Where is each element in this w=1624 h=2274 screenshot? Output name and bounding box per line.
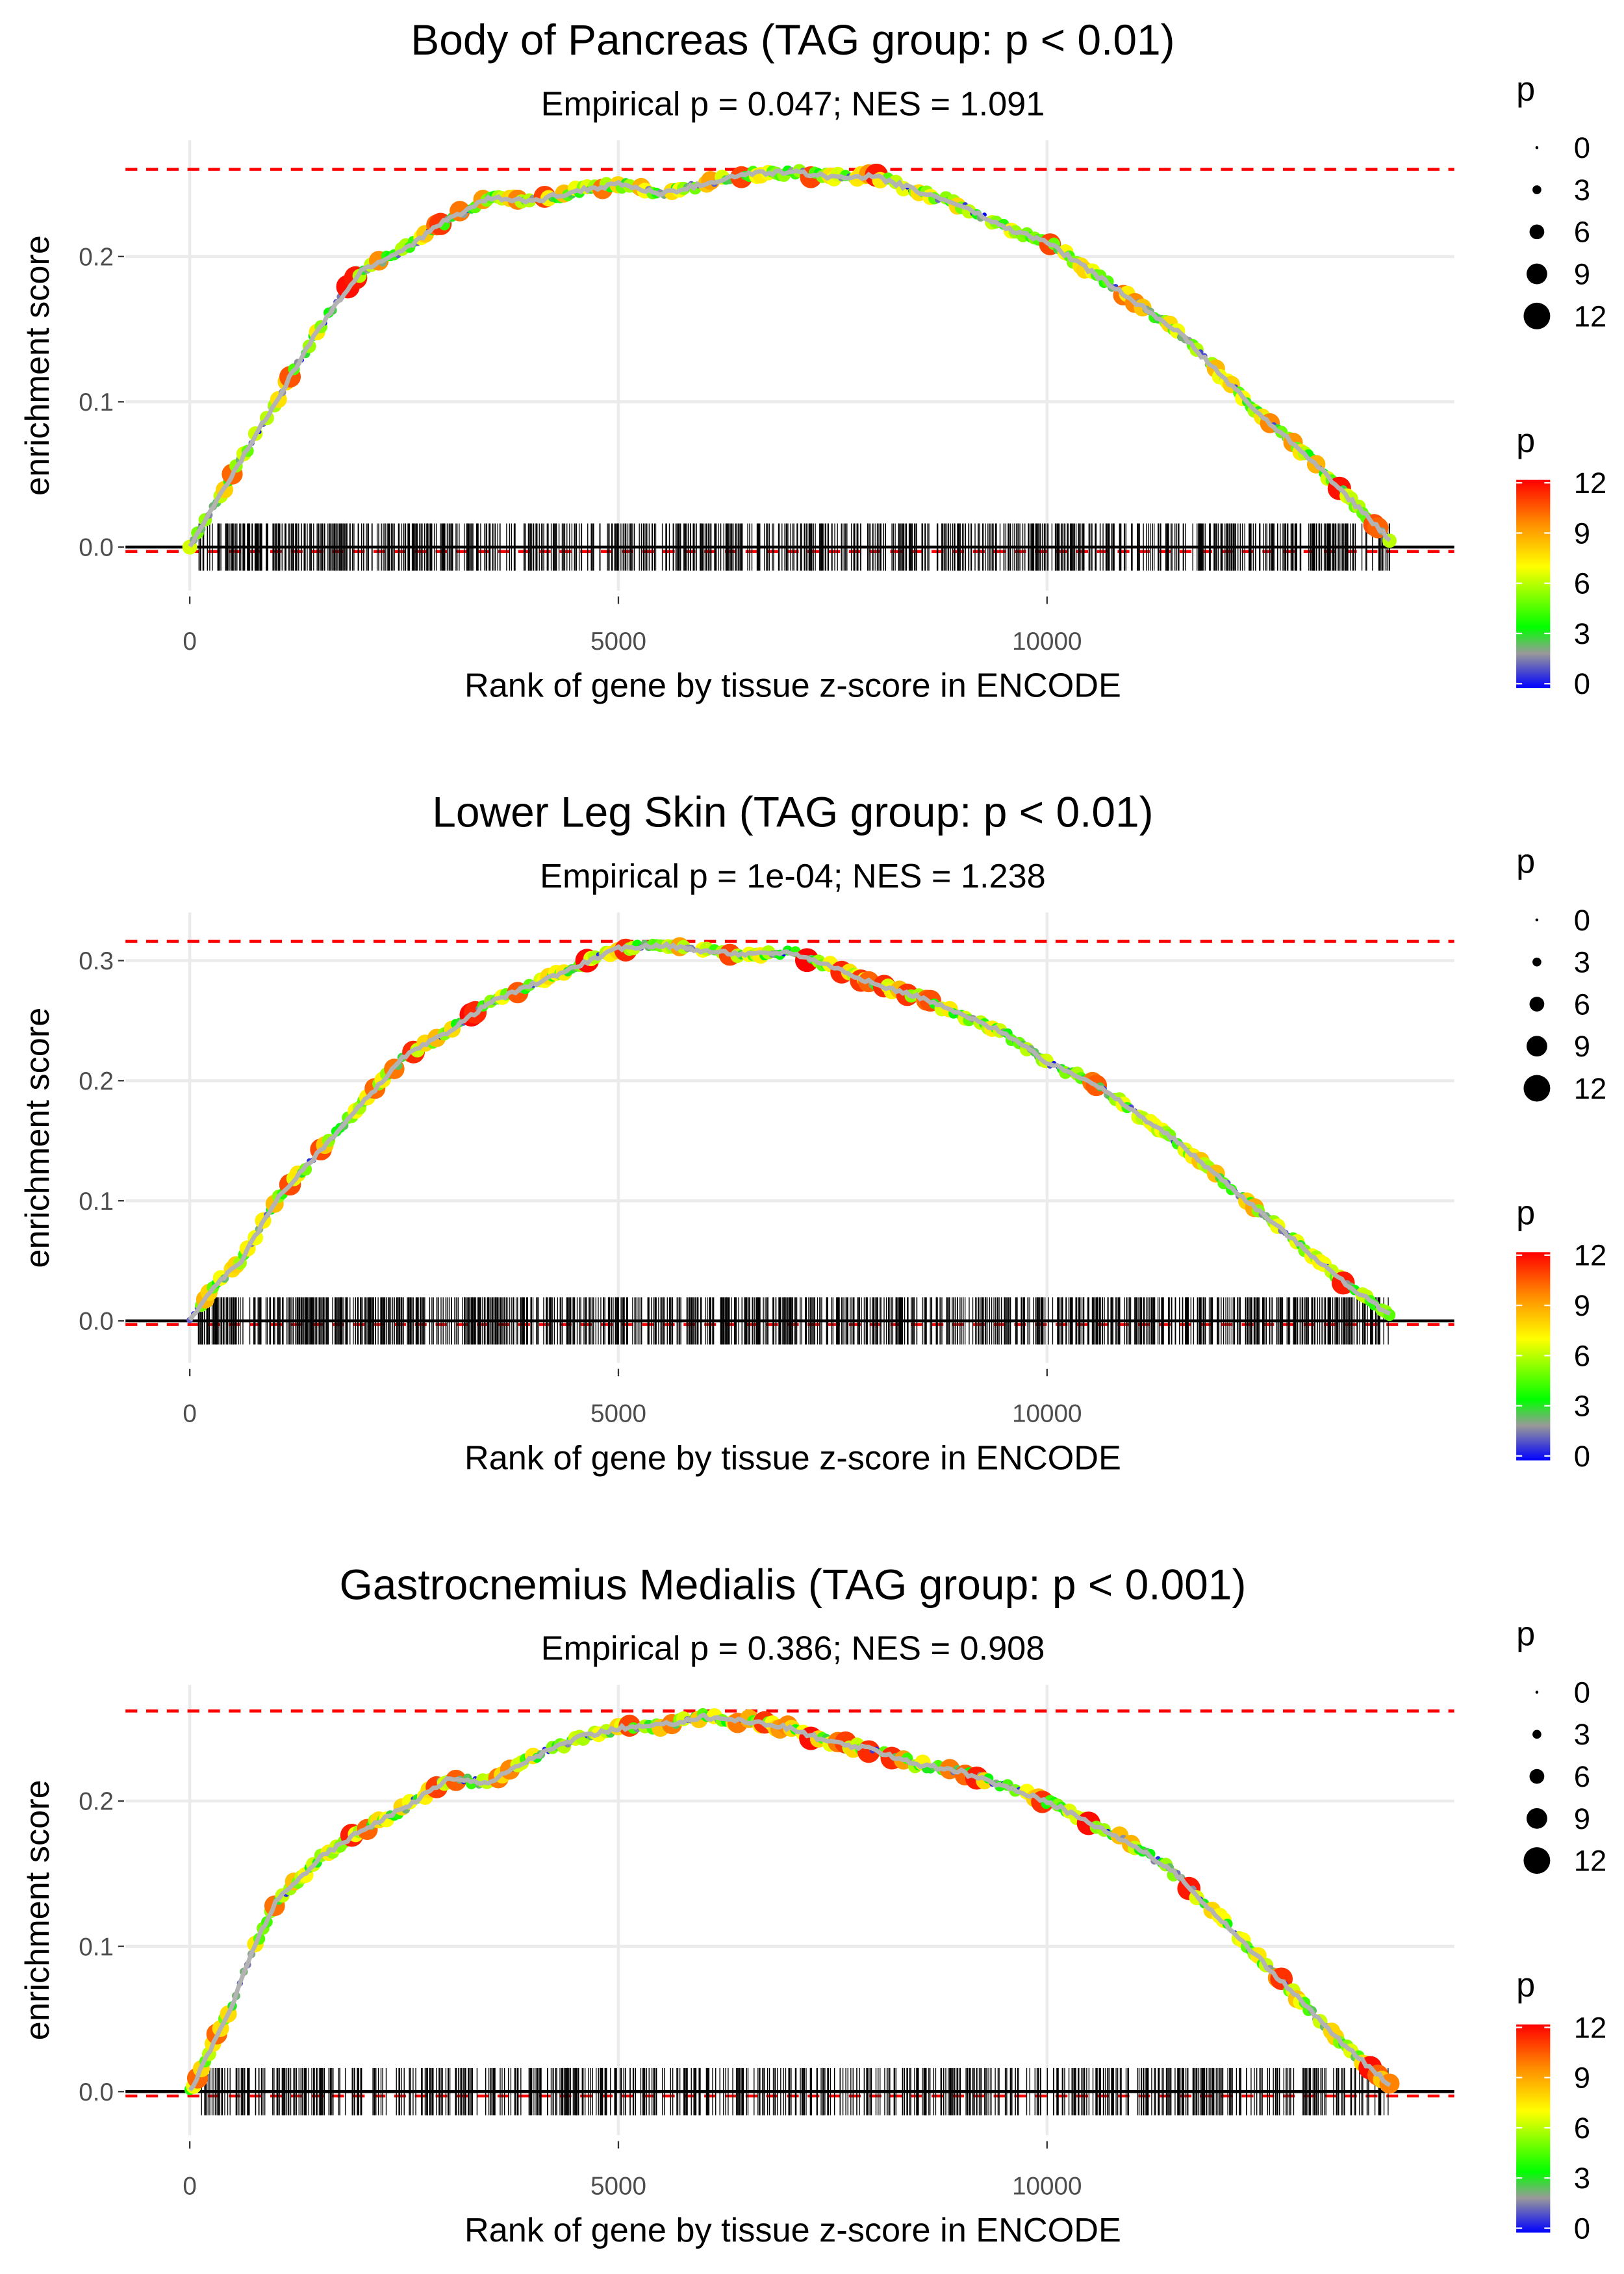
y-tick-label: 0.0 bbox=[79, 1308, 114, 1336]
x-tick-label: 5000 bbox=[590, 628, 646, 656]
x-tick-label: 5000 bbox=[590, 1400, 646, 1428]
size-legend-label: 9 bbox=[1574, 1802, 1590, 1835]
size-legend-dot bbox=[1527, 263, 1547, 285]
color-legend-label: 12 bbox=[1574, 1239, 1607, 1272]
chart-subtitle: Empirical p = 1e-04; NES = 1.238 bbox=[540, 858, 1046, 895]
size-legend-label: 12 bbox=[1574, 1072, 1607, 1105]
y-tick-label: 0.2 bbox=[79, 1788, 114, 1816]
chart-title: Lower Leg Skin (TAG group: p < 0.01) bbox=[432, 788, 1153, 836]
panel-2: Gastrocnemius Medialis (TAG group: p < 0… bbox=[19, 1560, 1606, 2249]
running-es-line bbox=[188, 168, 1391, 548]
color-legend-label: 0 bbox=[1574, 1440, 1590, 1473]
size-legend-label: 12 bbox=[1574, 1845, 1607, 1878]
size-legend-dot bbox=[1535, 918, 1539, 922]
y-tick-label: 0.1 bbox=[79, 1933, 114, 1961]
size-legend-dot bbox=[1535, 146, 1539, 149]
running-es-line bbox=[188, 1712, 1391, 2092]
color-legend-label: 3 bbox=[1574, 617, 1590, 650]
color-legend-label: 6 bbox=[1574, 1339, 1590, 1372]
color-legend-label: 3 bbox=[1574, 1390, 1590, 1423]
size-legend-title: p bbox=[1516, 71, 1535, 109]
x-axis-label: Rank of gene by tissue z-score in ENCODE bbox=[464, 1439, 1121, 1477]
size-legend-dot bbox=[1523, 1847, 1551, 1874]
size-legend-label: 3 bbox=[1574, 946, 1590, 979]
y-tick-label: 0.0 bbox=[79, 534, 114, 562]
size-legend-dot bbox=[1529, 1769, 1545, 1784]
chart-title: Body of Pancreas (TAG group: p < 0.01) bbox=[411, 16, 1174, 64]
size-legend-label: 6 bbox=[1574, 988, 1590, 1021]
y-tick-label: 0.0 bbox=[79, 2078, 114, 2106]
size-legend-dot bbox=[1529, 997, 1545, 1012]
size-legend-title: p bbox=[1516, 843, 1535, 880]
size-legend-title: p bbox=[1516, 1615, 1535, 1653]
x-axis-label: Rank of gene by tissue z-score in ENCODE bbox=[464, 667, 1121, 705]
size-legend-dot bbox=[1523, 302, 1551, 329]
color-legend-title: p bbox=[1516, 422, 1535, 459]
size-legend-label: 6 bbox=[1574, 1760, 1590, 1793]
size-legend-dot bbox=[1532, 957, 1542, 967]
y-tick-label: 0.2 bbox=[79, 1067, 114, 1095]
size-legend-label: 3 bbox=[1574, 1718, 1590, 1751]
color-legend-title: p bbox=[1516, 1194, 1535, 1232]
size-legend-label: 9 bbox=[1574, 1030, 1590, 1063]
size-legend-label: 0 bbox=[1574, 904, 1590, 937]
chart-title: Gastrocnemius Medialis (TAG group: p < 0… bbox=[340, 1560, 1247, 1608]
y-axis-label: enrichment score bbox=[19, 1780, 57, 2040]
size-legend-label: 6 bbox=[1574, 216, 1590, 249]
y-axis-label: enrichment score bbox=[19, 235, 57, 496]
color-legend-label: 0 bbox=[1574, 667, 1590, 700]
size-legend-label: 0 bbox=[1574, 131, 1590, 164]
color-legend-label: 9 bbox=[1574, 517, 1590, 550]
y-tick-label: 0.2 bbox=[79, 243, 114, 271]
x-tick-label: 0 bbox=[183, 628, 196, 656]
size-legend-label: 9 bbox=[1574, 257, 1590, 290]
x-axis-label: Rank of gene by tissue z-score in ENCODE bbox=[464, 2212, 1121, 2249]
x-tick-label: 10000 bbox=[1012, 2172, 1082, 2200]
x-tick-label: 0 bbox=[183, 1400, 196, 1428]
x-tick-label: 0 bbox=[183, 2172, 196, 2200]
panel-1: Lower Leg Skin (TAG group: p < 0.01) Empi… bbox=[19, 788, 1606, 1477]
color-legend-label: 9 bbox=[1574, 2062, 1590, 2095]
color-legend-title: p bbox=[1516, 1967, 1535, 2004]
color-legend-label: 6 bbox=[1574, 2112, 1590, 2145]
y-tick-label: 0.1 bbox=[79, 1188, 114, 1216]
size-legend-dot bbox=[1535, 1691, 1539, 1694]
y-tick-label: 0.3 bbox=[79, 947, 114, 975]
size-legend-dot bbox=[1527, 1036, 1547, 1057]
size-legend-dot bbox=[1532, 185, 1542, 194]
color-legend-label: 3 bbox=[1574, 2162, 1590, 2195]
x-tick-label: 10000 bbox=[1012, 1400, 1082, 1428]
x-tick-label: 5000 bbox=[590, 2172, 646, 2200]
color-legend-label: 6 bbox=[1574, 567, 1590, 600]
size-legend-label: 0 bbox=[1574, 1676, 1590, 1709]
size-legend-label: 12 bbox=[1574, 300, 1607, 333]
color-legend-label: 9 bbox=[1574, 1289, 1590, 1322]
size-legend-dot bbox=[1523, 1075, 1551, 1102]
color-legend-label: 12 bbox=[1574, 2011, 1607, 2044]
panel-0: Body of Pancreas (TAG group: p < 0.01) Em… bbox=[19, 16, 1606, 705]
size-legend-dot bbox=[1532, 1730, 1542, 1739]
chart-subtitle: Empirical p = 0.047; NES = 1.091 bbox=[541, 85, 1045, 123]
chart-subtitle: Empirical p = 0.386; NES = 0.908 bbox=[541, 1630, 1045, 1668]
running-es-line bbox=[188, 941, 1391, 1322]
x-tick-label: 10000 bbox=[1012, 628, 1082, 656]
size-legend-dot bbox=[1527, 1808, 1547, 1829]
color-legend-label: 12 bbox=[1574, 466, 1607, 500]
y-axis-label: enrichment score bbox=[19, 1008, 57, 1268]
size-legend-dot bbox=[1529, 224, 1545, 240]
y-tick-label: 0.1 bbox=[79, 389, 114, 416]
color-legend-label: 0 bbox=[1574, 2212, 1590, 2245]
size-legend-label: 3 bbox=[1574, 173, 1590, 207]
